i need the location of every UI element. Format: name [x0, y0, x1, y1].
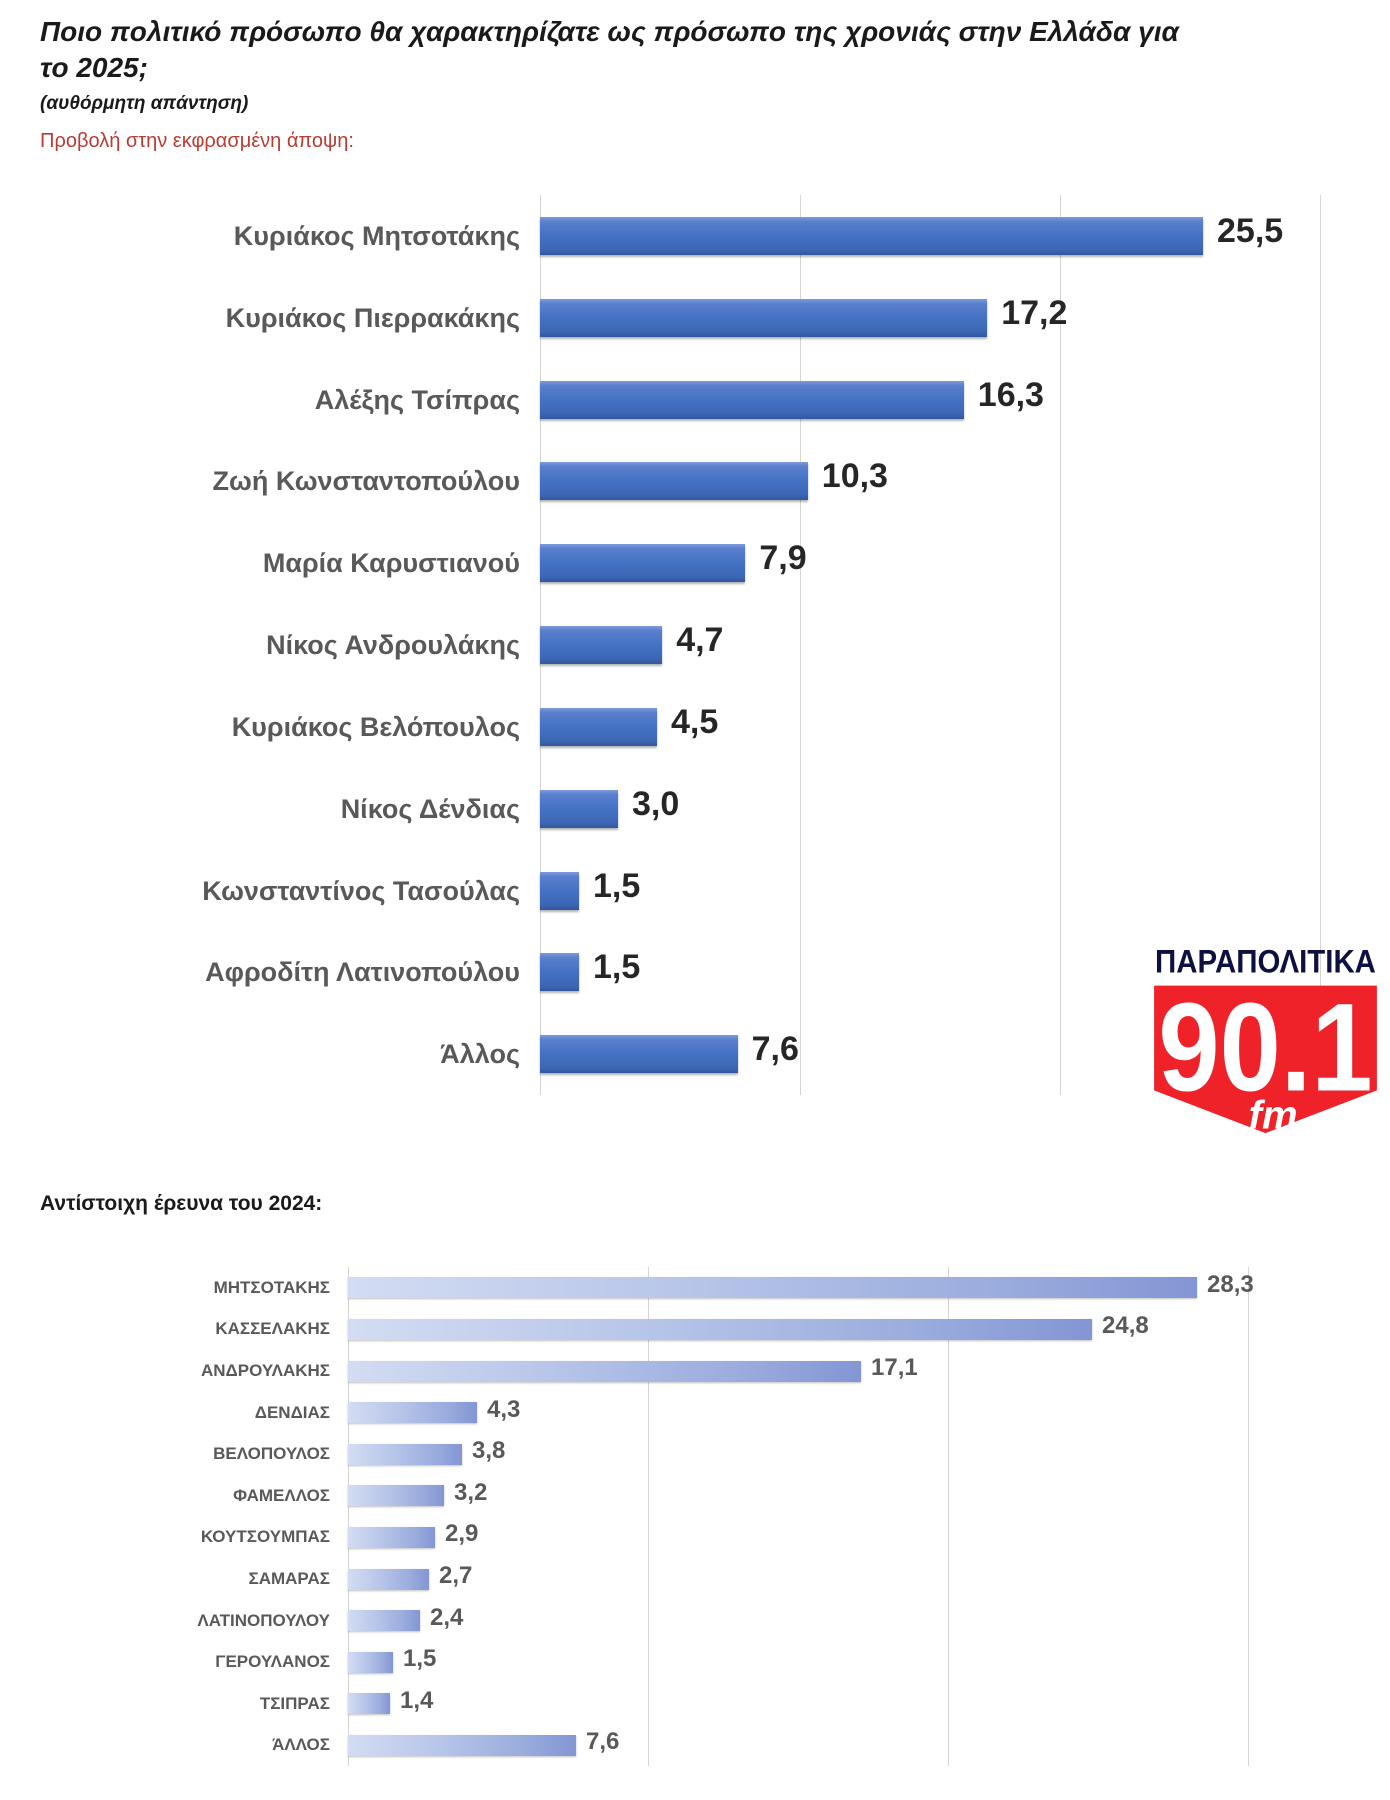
svg-text:ΠΑΡΑΠΟΛΙΤΙΚΑ: ΠΑΡΑΠΟΛΙΤΙΚΑ — [1155, 943, 1376, 979]
svg-text:fm: fm — [1249, 1093, 1298, 1137]
